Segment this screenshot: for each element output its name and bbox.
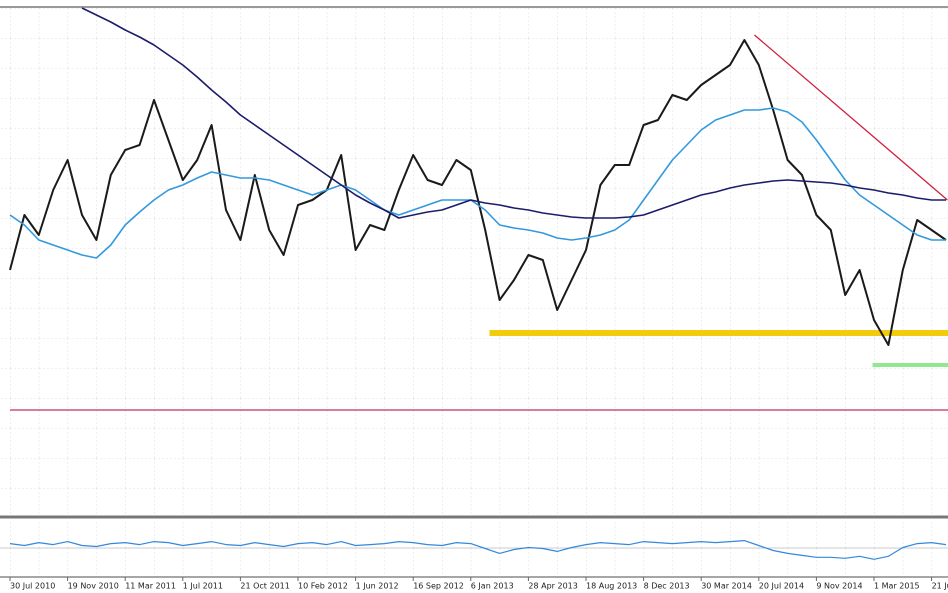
x-tick-label: 8 Dec 2013 bbox=[644, 582, 690, 591]
series-line bbox=[9, 540, 947, 560]
series-line bbox=[9, 107, 946, 259]
x-tick-label: 18 Aug 2013 bbox=[586, 582, 637, 591]
trend-line bbox=[754, 34, 948, 201]
x-tick-label: 6 Jan 2013 bbox=[471, 582, 514, 591]
series-line bbox=[81, 7, 946, 219]
x-tick-label: 19 Nov 2010 bbox=[68, 582, 119, 591]
series-line bbox=[9, 39, 947, 346]
x-tick-label: 9 Nov 2014 bbox=[816, 582, 862, 591]
grid-background bbox=[0, 521, 948, 576]
x-tick-label: 1 Jul 2011 bbox=[183, 582, 223, 591]
x-tick-label: 11 Mar 2011 bbox=[125, 582, 176, 591]
x-tick-label: 30 Jul 2010 bbox=[10, 582, 55, 591]
x-tick-label: 10 Feb 2012 bbox=[298, 582, 348, 591]
x-tick-label: 1 Mar 2015 bbox=[874, 582, 920, 591]
x-tick-label: 1 Jun 2012 bbox=[356, 582, 399, 591]
x-tick-label: 30 Mar 2014 bbox=[701, 582, 752, 591]
x-tick-label: 16 Sep 2012 bbox=[413, 582, 464, 591]
x-tick-label: 21 Oct 2011 bbox=[240, 582, 289, 591]
x-tick-label: 28 Apr 2013 bbox=[528, 582, 577, 591]
x-tick-label: 21 Jun bbox=[932, 582, 948, 591]
grid-background bbox=[0, 8, 948, 516]
x-tick-label: 20 Jul 2014 bbox=[759, 582, 804, 591]
